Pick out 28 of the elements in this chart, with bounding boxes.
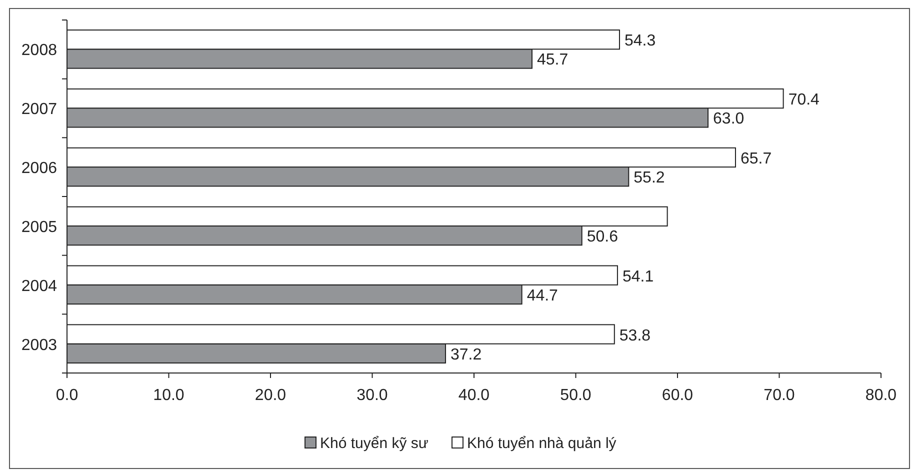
- data-label: 65.7: [740, 150, 772, 168]
- x-tick-label: 70.0: [764, 387, 795, 404]
- y-tick-label: 2008: [21, 42, 58, 60]
- y-tick-label: 2004: [21, 278, 58, 295]
- x-tick-label: 80.0: [865, 387, 897, 404]
- data-label: 54.3: [624, 32, 656, 50]
- y-tick-label: 2003: [21, 336, 58, 354]
- data-label: 44.7: [526, 287, 558, 304]
- data-label: 55.2: [634, 170, 665, 187]
- data-label: 63.0: [713, 110, 744, 128]
- x-tick-label: 40.0: [458, 387, 490, 404]
- x-tick-label: 20.0: [254, 387, 286, 404]
- legend-label: Khó tuyển kỹ sư: [320, 435, 428, 452]
- data-label: 45.7: [536, 52, 568, 69]
- y-tick-label: 2006: [21, 160, 58, 178]
- data-label: 50.6: [586, 228, 618, 246]
- data-label: 70.4: [788, 92, 820, 109]
- x-tick-label: 30.0: [356, 387, 388, 404]
- x-tick-label: 50.0: [560, 387, 592, 404]
- x-tick-label: 60.0: [662, 387, 694, 404]
- x-tick-label: 10.0: [153, 387, 184, 404]
- data-label: 53.8: [619, 327, 651, 344]
- legend-label: Khó tuyển nhà quản lý: [467, 435, 617, 452]
- y-tick-label: 2007: [21, 101, 58, 118]
- y-tick-label: 2005: [21, 218, 58, 236]
- data-label: 54.1: [622, 268, 654, 286]
- data-label: 37.2: [450, 346, 482, 364]
- x-tick-label: 0.0: [56, 387, 78, 404]
